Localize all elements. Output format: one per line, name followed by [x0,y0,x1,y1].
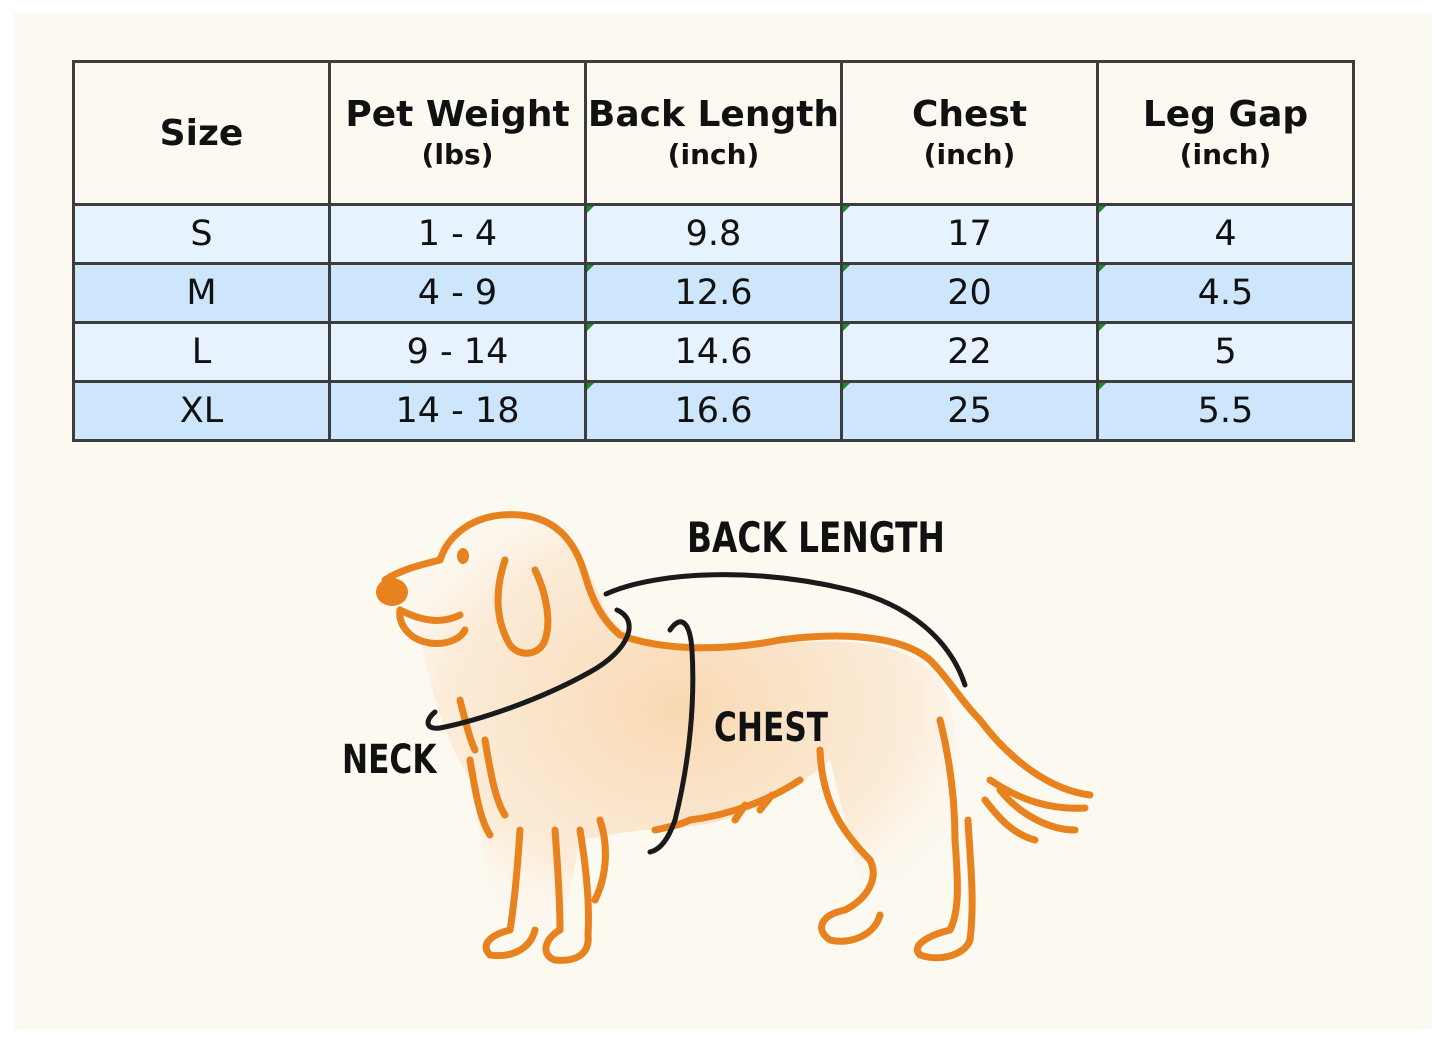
size-chart-table: Size Pet Weight (lbs) Back Length (inch)… [72,60,1355,442]
header-unit: (inch) [923,138,1016,171]
cell-chest: 17 [840,203,1099,265]
cell-leg-gap: 5 [1096,321,1355,383]
cell-leg-gap: 5.5 [1096,380,1355,442]
header-size-label: Size [159,112,244,154]
cell-size: S [72,203,331,265]
dog-nose-icon [376,578,408,606]
cell-back-length: 16.6 [584,380,843,442]
cell-size: L [72,321,331,383]
table-row-xl: XL 14 - 18 16.6 25 5.5 [72,380,1355,442]
header-unit: (inch) [667,138,760,171]
header-label: Pet Weight [345,94,570,135]
cell-back-length: 14.6 [584,321,843,383]
neck-label: NECK [342,737,437,783]
header-back-length: Back Length (inch) [584,60,843,206]
header-pet-weight: Pet Weight (lbs) [328,60,587,206]
cell-leg-gap: 4.5 [1096,262,1355,324]
cell-chest: 20 [840,262,1099,324]
cell-size: M [72,262,331,324]
cell-weight: 14 - 18 [328,380,587,442]
cell-weight: 9 - 14 [328,321,587,383]
header-label: Back Length [587,94,840,135]
cell-leg-gap: 4 [1096,203,1355,265]
table-header-row: Size Pet Weight (lbs) Back Length (inch)… [72,60,1355,206]
cell-size: XL [72,380,331,442]
header-size: Size [72,60,331,206]
table-row-s: S 1 - 4 9.8 17 4 [72,203,1355,265]
header-label: Leg Gap [1142,94,1309,135]
cell-weight: 4 - 9 [328,262,587,324]
header-leg-gap: Leg Gap (inch) [1096,60,1355,206]
cell-chest: 22 [840,321,1099,383]
header-unit: (lbs) [421,138,494,171]
header-label: Chest [911,94,1028,135]
dog-illustration-icon [376,511,1094,964]
header-chest: Chest (inch) [840,60,1099,206]
table-row-l: L 9 - 14 14.6 22 5 [72,321,1355,383]
table-row-m: M 4 - 9 12.6 20 4.5 [72,262,1355,324]
dog-measurement-diagram: BACK LENGTH CHEST NECK [330,495,1130,995]
cell-back-length: 12.6 [584,262,843,324]
cell-chest: 25 [840,380,1099,442]
back-length-label: BACK LENGTH [687,513,945,562]
cell-back-length: 9.8 [584,203,843,265]
header-unit: (inch) [1179,138,1272,171]
cell-weight: 1 - 4 [328,203,587,265]
dog-eye-icon [457,548,469,564]
chest-label: CHEST [714,705,829,751]
